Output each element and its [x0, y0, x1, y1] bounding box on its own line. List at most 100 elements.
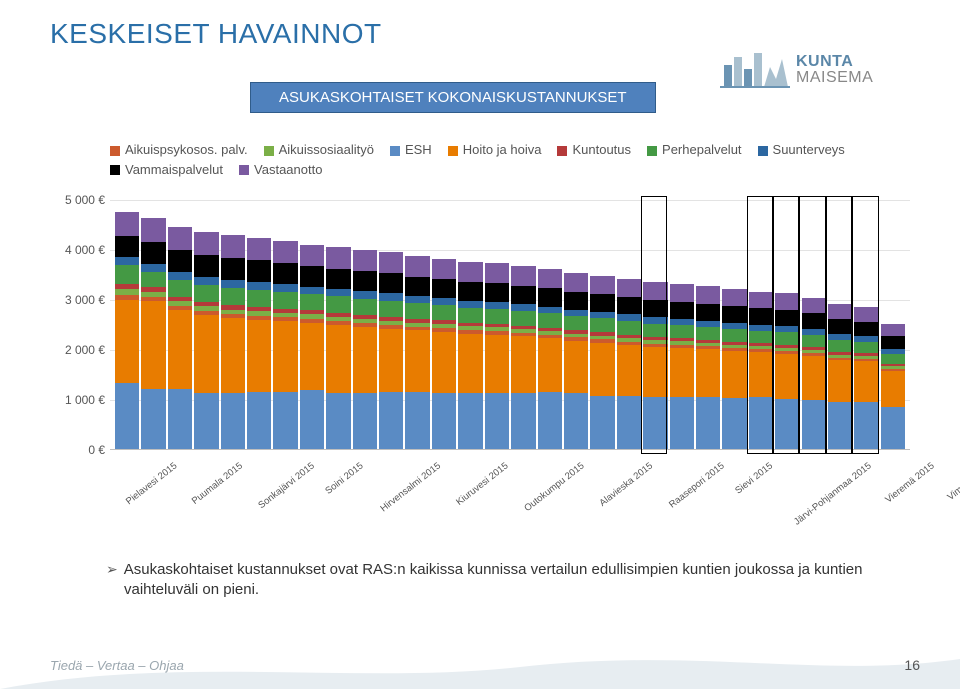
bar-segment	[379, 301, 403, 317]
bar-segment	[353, 250, 377, 271]
bar-segment	[538, 313, 562, 328]
bar-segment	[405, 392, 429, 449]
bar-segment	[643, 324, 667, 338]
logo-line2: MAISEMA	[796, 70, 873, 86]
bar-segment	[300, 390, 324, 449]
bar-column	[353, 200, 377, 449]
bar-segment	[643, 347, 667, 397]
bar-segment	[485, 283, 509, 302]
bar-segment	[749, 352, 773, 397]
bar-segment	[379, 329, 403, 393]
bar-segment	[696, 349, 720, 397]
bar-segment	[802, 335, 826, 348]
bar-segment	[168, 250, 192, 272]
legend-item: Kuntoutus	[557, 140, 631, 160]
bar-segment	[273, 292, 297, 309]
bar-segment	[722, 351, 746, 398]
bar-column	[379, 200, 403, 449]
bar-column	[670, 200, 694, 449]
bar-segment	[775, 310, 799, 327]
bar-segment	[115, 212, 139, 236]
subtitle-box: ASUKASKOHTAISET KOKONAISKUSTANNUKSET	[250, 82, 656, 113]
bar-segment	[564, 393, 588, 449]
legend-label: Perhepalvelut	[662, 142, 742, 157]
legend-label: ESH	[405, 142, 432, 157]
bar-segment	[405, 303, 429, 319]
logo-line1: KUNTA	[796, 54, 873, 70]
bar-segment	[300, 245, 324, 267]
legend-label: Hoito ja hoiva	[463, 142, 542, 157]
legend-label: Aikuissosiaalityö	[279, 142, 374, 157]
page-number: 16	[904, 657, 920, 673]
legend-label: Suunterveys	[773, 142, 845, 157]
bar-segment	[511, 336, 535, 393]
bar-segment	[696, 397, 720, 449]
chart-legend: Aikuispsykosos. palv. Aikuissosiaalityö ES…	[110, 140, 870, 179]
bar-segment	[617, 321, 641, 335]
bar-segment	[379, 252, 403, 273]
bar-segment	[432, 305, 456, 320]
bar-column	[511, 200, 535, 449]
bar-column	[775, 200, 799, 449]
bar-segment	[881, 324, 905, 337]
bar-segment	[617, 345, 641, 396]
bar-segment	[247, 282, 271, 290]
logo-icon	[720, 47, 790, 93]
bar-segment	[115, 236, 139, 257]
legend-swatch	[239, 165, 249, 175]
bar-segment	[405, 296, 429, 303]
bar-segment	[564, 341, 588, 394]
legend-swatch	[557, 146, 567, 156]
bar-segment	[115, 300, 139, 383]
bar-column	[432, 200, 456, 449]
bar-segment	[775, 293, 799, 310]
legend-label: Vammaispalvelut	[125, 162, 223, 177]
bar-segment	[405, 277, 429, 297]
bar-segment	[802, 313, 826, 329]
legend-swatch	[647, 146, 657, 156]
bar-segment	[221, 258, 245, 280]
bar-segment	[881, 336, 905, 349]
bar-segment	[273, 241, 297, 263]
bar-segment	[722, 289, 746, 306]
legend-item: Hoito ja hoiva	[448, 140, 542, 160]
bar-segment	[802, 400, 826, 450]
bar-column	[194, 200, 218, 449]
bar-segment	[538, 269, 562, 288]
bar-segment	[326, 247, 350, 269]
bar-segment	[854, 342, 878, 354]
bar-segment	[141, 264, 165, 273]
bar-column	[273, 200, 297, 449]
bar-segment	[194, 255, 218, 277]
legend-item: Vastaanotto	[239, 160, 322, 180]
bar-segment	[722, 329, 746, 342]
bar-column	[802, 200, 826, 449]
legend-item: Vammaispalvelut	[110, 160, 223, 180]
bar-segment	[432, 279, 456, 298]
bar-segment	[564, 292, 588, 310]
bar-segment	[485, 335, 509, 394]
bar-segment	[221, 393, 245, 449]
bar-segment	[670, 302, 694, 319]
bar-column	[696, 200, 720, 449]
bar-segment	[168, 272, 192, 280]
bar-segment	[273, 392, 297, 450]
bar-segment	[141, 218, 165, 242]
legend-swatch	[448, 146, 458, 156]
legend-swatch	[390, 146, 400, 156]
legend-label: Aikuispsykosos. palv.	[125, 142, 248, 157]
bar-segment	[168, 310, 192, 389]
bar-segment	[458, 282, 482, 301]
bar-segment	[828, 319, 852, 335]
bar-column	[115, 200, 139, 449]
bar-segment	[775, 399, 799, 450]
bar-segment	[749, 292, 773, 309]
bar-segment	[828, 340, 852, 352]
bar-segment	[300, 294, 324, 310]
x-tick-label: Vieremä 2015	[884, 458, 960, 544]
bar-segment	[247, 260, 271, 282]
bar-segment	[273, 284, 297, 292]
bar-column	[854, 200, 878, 449]
bar-segment	[828, 304, 852, 319]
bar-segment	[194, 277, 218, 285]
